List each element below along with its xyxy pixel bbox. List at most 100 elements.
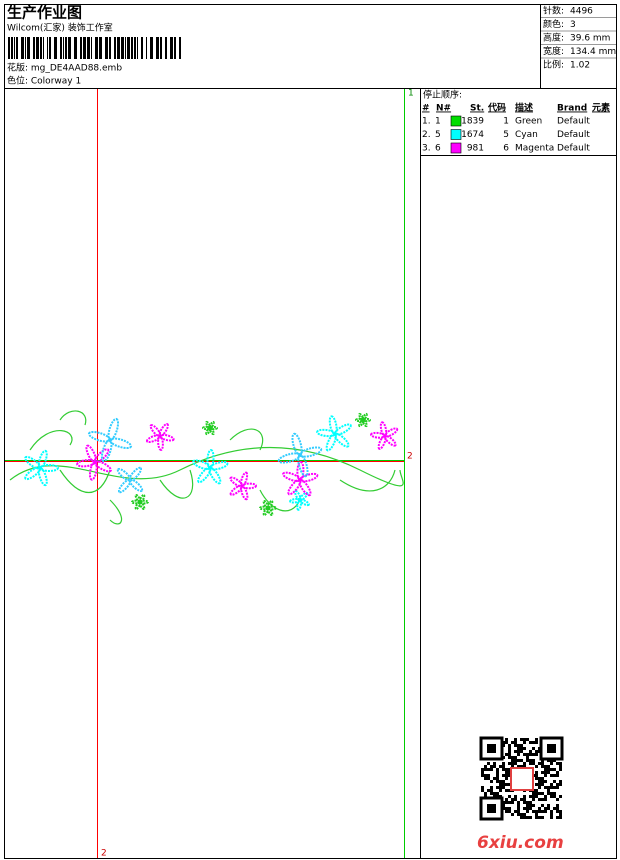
qr-cell: [559, 780, 562, 783]
bar: [160, 37, 162, 59]
petal: [128, 466, 143, 482]
qr-cell: [490, 765, 493, 768]
qr-cell: [535, 765, 538, 768]
qr-cell: [535, 783, 538, 786]
design: 花版: mg_DE4AAD88.emb: [7, 62, 122, 74]
info-value: 3: [570, 20, 576, 30]
qr-finder-core: [487, 804, 496, 813]
petal: [208, 420, 215, 430]
row-code: 5: [503, 130, 509, 140]
row-description: Cyan: [515, 130, 538, 140]
bar: [83, 37, 86, 59]
qr-cell: [490, 780, 493, 783]
qr-cell: [505, 789, 508, 792]
qr-cell: [544, 807, 547, 810]
column-header: N#: [436, 104, 451, 114]
row-stitches: 981: [467, 144, 484, 154]
qr-cell: [514, 762, 517, 765]
qr-cell: [520, 750, 523, 753]
bar: [40, 37, 42, 59]
bar: [25, 37, 26, 59]
qr-cell: [529, 762, 532, 765]
qr-cell: [550, 816, 553, 819]
qr-cell: [541, 798, 544, 801]
qr-cell: [505, 801, 508, 804]
qr-cell: [526, 753, 529, 756]
qr-cell: [481, 774, 484, 777]
qr-cell: [511, 762, 514, 765]
qr-cell: [493, 777, 496, 780]
petal: [370, 431, 387, 439]
bar: [146, 37, 147, 59]
bar: [131, 37, 133, 59]
qr-cell: [544, 780, 547, 783]
marker: 1: [408, 89, 414, 99]
qr-cell: [535, 792, 538, 795]
qr-cell: [523, 807, 526, 810]
row-stitches: 1839: [461, 117, 484, 127]
qr-cell: [559, 810, 562, 813]
qr-cell: [544, 798, 547, 801]
vine: [159, 469, 194, 499]
qr-cell: [505, 798, 508, 801]
qr-cell: [517, 759, 520, 762]
qr-cell: [547, 804, 550, 807]
qr-cell: [532, 741, 535, 744]
qr-cell: [538, 786, 541, 789]
bar: [95, 37, 98, 59]
petal: [240, 484, 249, 501]
qr-cell: [514, 741, 517, 744]
qr-cell: [505, 810, 508, 813]
petal: [107, 417, 120, 442]
qr-cell: [526, 801, 529, 804]
qr-cell: [550, 774, 553, 777]
bar: [109, 37, 111, 59]
qr-cell: [487, 789, 490, 792]
qr-cell: [526, 756, 529, 759]
qr-cell: [499, 780, 502, 783]
qr-cell: [484, 792, 487, 795]
qr-cell: [532, 798, 535, 801]
qr-cell: [502, 765, 505, 768]
bar: [134, 37, 136, 59]
qr-cell: [517, 750, 520, 753]
bar: [174, 37, 176, 59]
bar: [33, 37, 35, 59]
bar: [87, 37, 90, 59]
qr-cell: [541, 771, 544, 774]
subtitle: Wilcom(汇家) 装饰工作室: [7, 22, 113, 34]
qr-cell: [505, 771, 508, 774]
qr-cell: [541, 780, 544, 783]
bar: [117, 37, 120, 59]
qr-cell: [520, 744, 523, 747]
qr-cell: [547, 768, 550, 771]
bar: [60, 37, 62, 59]
qr-cell: [514, 756, 517, 759]
qr-cell: [559, 816, 562, 819]
row-index: 1.: [422, 117, 431, 127]
bar: [43, 37, 44, 59]
qr-cell: [556, 786, 559, 789]
qr-cell: [514, 759, 517, 762]
petal: [158, 433, 175, 442]
qr-cell: [523, 795, 526, 798]
bar: [179, 37, 181, 59]
petal: [266, 506, 274, 516]
vine: [229, 428, 264, 451]
qr-cell: [535, 738, 538, 741]
qr-cell: [523, 801, 526, 804]
qr-cell: [559, 783, 562, 786]
qr-cell: [514, 750, 517, 753]
qr-cell: [505, 768, 508, 771]
info-label: 宽度:: [543, 45, 564, 57]
petal: [116, 467, 132, 482]
qr-cell: [508, 801, 511, 804]
qr-cell: [544, 774, 547, 777]
bar: [49, 37, 51, 59]
qr-cell: [556, 762, 559, 765]
petal: [117, 478, 132, 494]
qr-cell: [553, 795, 556, 798]
qr-cell: [547, 771, 550, 774]
column-header: 代码: [487, 102, 506, 114]
qr-cell: [490, 786, 493, 789]
